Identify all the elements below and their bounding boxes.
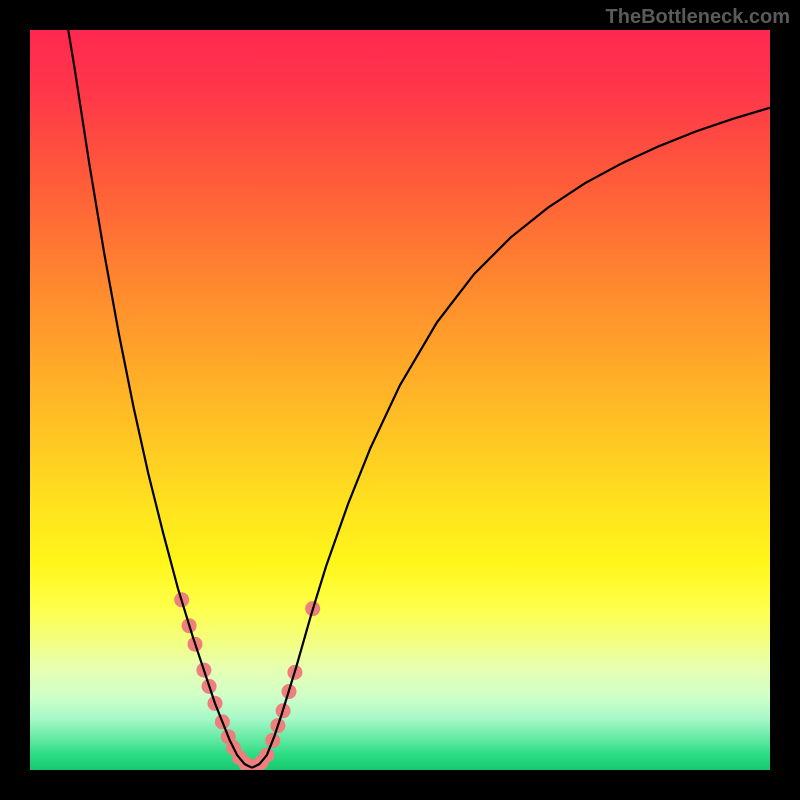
watermark-text: TheBottleneck.com — [606, 6, 790, 29]
chart-container: TheBottleneck.com — [0, 0, 800, 800]
curves-layer — [30, 30, 770, 770]
plot-area — [30, 30, 770, 770]
left-curve — [67, 30, 252, 768]
scatter-markers — [174, 592, 320, 770]
right-curve — [252, 108, 770, 768]
